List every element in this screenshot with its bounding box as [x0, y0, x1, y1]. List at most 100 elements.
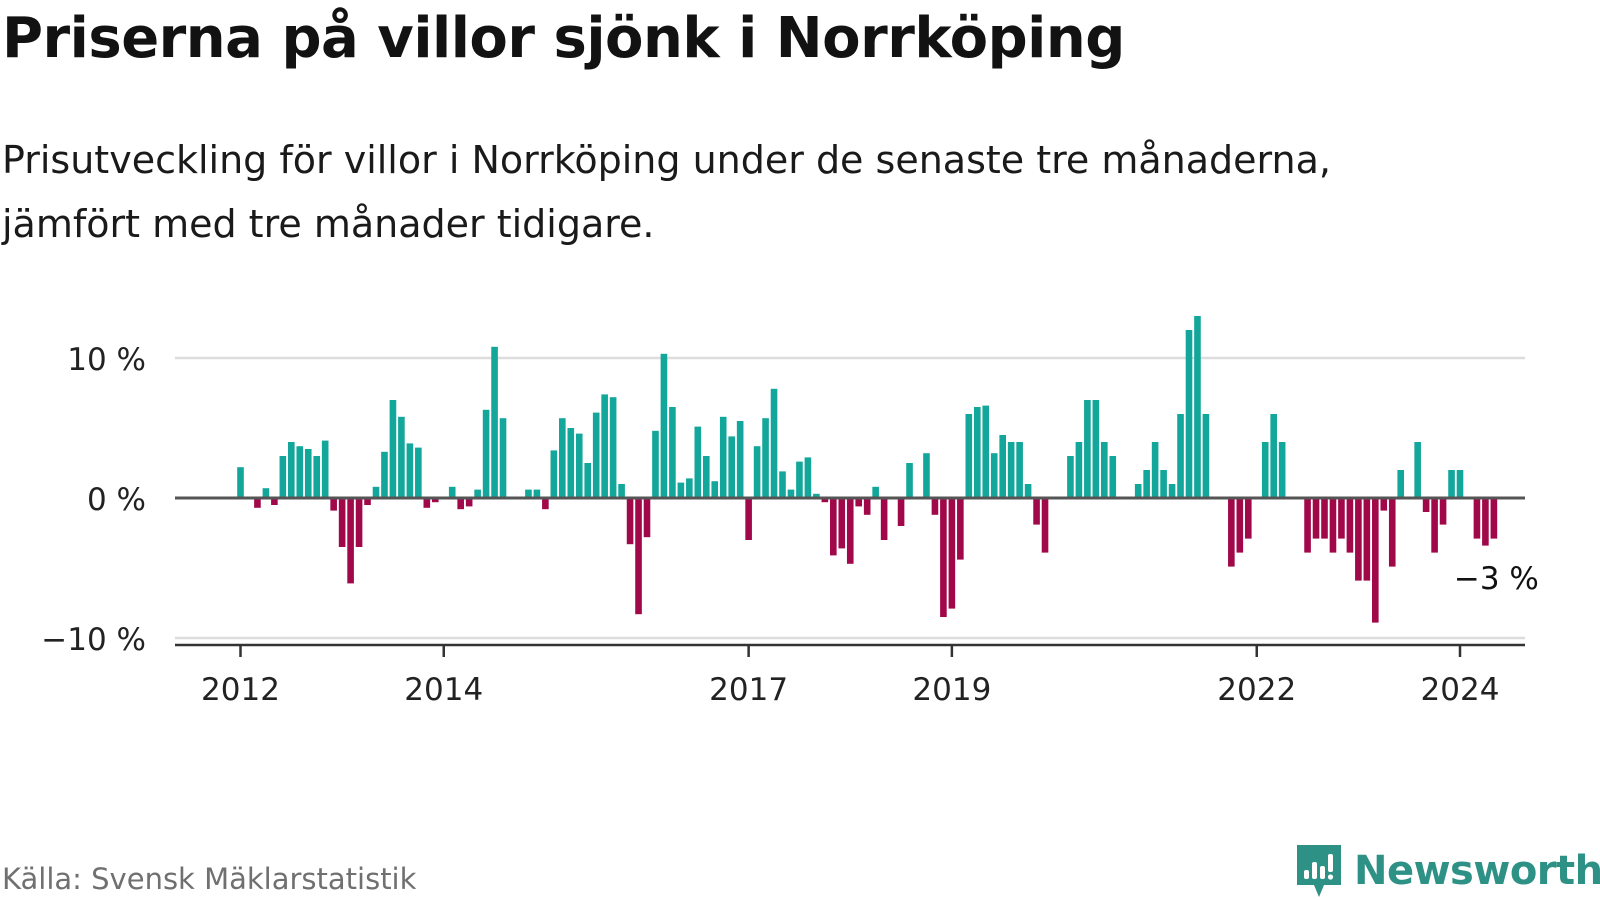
bar: [575, 433, 583, 498]
newsworthy-brand: Newsworthy: [1294, 842, 1600, 900]
bar: [1456, 470, 1464, 498]
bar: [1422, 498, 1430, 512]
bar: [923, 453, 930, 498]
bar: [465, 498, 473, 507]
bar: [931, 498, 939, 515]
bar: [1278, 442, 1286, 498]
bar: [355, 498, 363, 547]
bar: [863, 498, 871, 515]
bar: [347, 498, 354, 584]
bar: [262, 488, 270, 498]
bar: [1261, 442, 1269, 498]
bar: [1329, 498, 1337, 553]
bar: [1236, 498, 1244, 553]
bar: [711, 481, 719, 498]
bar: [296, 446, 304, 498]
bar: [855, 498, 863, 507]
bar: [872, 486, 879, 498]
bar: [1024, 484, 1032, 498]
bar: [1228, 498, 1235, 567]
bar: [1168, 484, 1176, 498]
x-tick-label: 2012: [201, 672, 280, 708]
bar: [559, 418, 566, 498]
bar: [1067, 456, 1074, 498]
bar: [457, 498, 464, 510]
bar: [601, 394, 608, 498]
bar: [813, 493, 820, 498]
bar: [1160, 470, 1167, 498]
bar: [482, 409, 490, 498]
bar: [804, 457, 812, 498]
bar: [415, 447, 422, 498]
subtitle-line-2: jämfört med tre månader tidigare.: [2, 202, 655, 246]
bar: [1388, 498, 1396, 567]
bar: [1109, 456, 1117, 498]
bar: [330, 498, 337, 511]
bar: [1448, 470, 1455, 498]
bar: [533, 489, 541, 498]
bar: [1372, 498, 1379, 623]
bar: [728, 436, 735, 498]
x-tick-label: 2022: [1217, 672, 1296, 708]
bar: [787, 489, 795, 498]
bar: [821, 498, 829, 503]
x-tick-label: 2014: [404, 672, 483, 708]
bar: [906, 463, 913, 498]
bar: [1355, 498, 1362, 581]
bar: [660, 353, 668, 498]
bar: [1033, 498, 1040, 525]
bar: [592, 412, 600, 498]
bar: [1185, 330, 1193, 498]
bar: [677, 482, 685, 498]
bar: [254, 498, 261, 508]
bar: [796, 461, 803, 498]
bar: [1101, 442, 1108, 498]
bar: [1151, 442, 1159, 498]
axis-labels: 10 % 0 % −10 % 2012 2014 2017 2019 2022 2024 −3 %: [41, 342, 1539, 708]
bar: [1304, 498, 1311, 553]
bar: [584, 463, 592, 498]
y-tick-label: 10 %: [67, 342, 146, 378]
bar: [736, 421, 744, 498]
bar: [846, 498, 854, 564]
bar: [880, 498, 888, 540]
bar: [762, 418, 769, 498]
bar: [1431, 498, 1438, 553]
bar: [474, 489, 481, 498]
x-tick-label: 2024: [1421, 672, 1500, 708]
bar: [999, 435, 1006, 498]
bar: [957, 498, 964, 560]
bar: [838, 498, 846, 549]
bar: [431, 498, 439, 503]
bar: [1244, 498, 1252, 539]
subtitle-line-1: Prisutveckling för villor i Norrköping u…: [2, 138, 1331, 182]
bar: [1177, 414, 1184, 498]
bar: [940, 498, 947, 617]
bar: [1346, 498, 1354, 553]
bar: [719, 416, 727, 498]
bar: [669, 407, 676, 498]
bar: [1194, 316, 1201, 498]
bar: [304, 449, 312, 498]
y-tick-label: 0 %: [87, 482, 146, 518]
y-tick-label: −10 %: [41, 622, 146, 658]
bar: [381, 451, 388, 498]
bar: [1473, 498, 1481, 539]
chart-title: Priserna på villor sjönk i Norrköping: [2, 6, 1125, 71]
bar: [491, 346, 498, 498]
bar: [1202, 414, 1210, 498]
bar: [448, 486, 456, 498]
bar: [372, 486, 380, 498]
bar: [279, 456, 287, 498]
bar: [1414, 442, 1421, 498]
bar: [1007, 442, 1015, 498]
bar: [364, 498, 371, 505]
bar: [1084, 400, 1091, 498]
bar: [1143, 470, 1150, 498]
bar: [618, 484, 625, 498]
bar: [1490, 498, 1498, 539]
bar: [1380, 498, 1388, 511]
bar: [1363, 498, 1371, 581]
bar: [686, 478, 693, 498]
